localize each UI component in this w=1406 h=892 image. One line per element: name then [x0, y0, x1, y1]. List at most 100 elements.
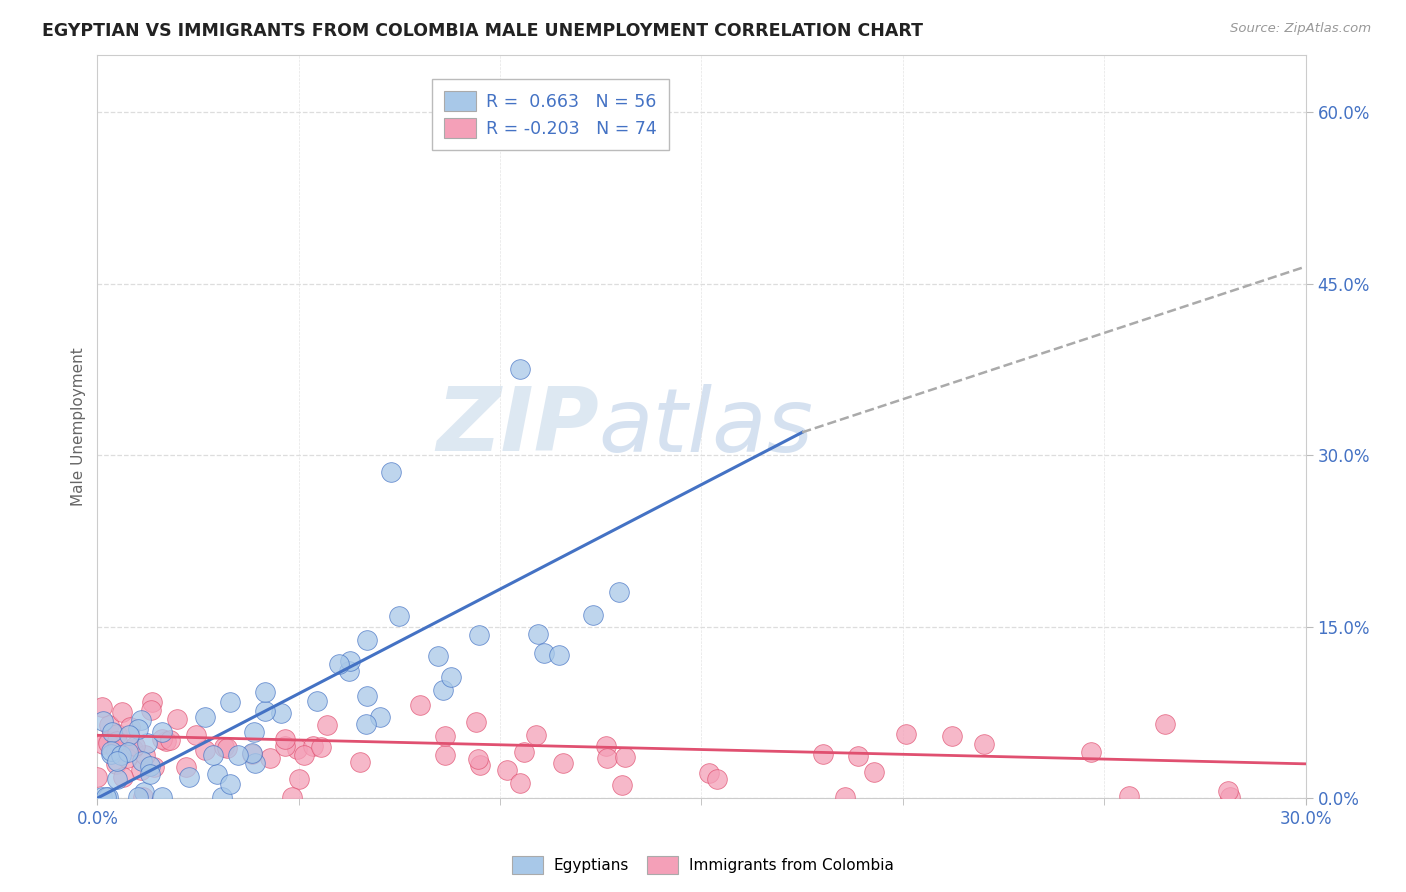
- Point: [533, 646, 555, 660]
- Point: [94, 789, 117, 804]
- Point: [111, 705, 134, 719]
- Point: [105, 727, 128, 741]
- Point: [104, 744, 127, 758]
- Point: [288, 772, 311, 786]
- Point: [132, 784, 155, 798]
- Point: [547, 648, 569, 663]
- Point: [254, 684, 277, 698]
- Point: [115, 750, 138, 764]
- Point: [699, 765, 721, 780]
- Point: [1118, 789, 1140, 803]
- Point: [101, 724, 124, 739]
- Point: [202, 748, 225, 763]
- Point: [107, 754, 129, 768]
- Point: [302, 739, 325, 754]
- Point: [281, 789, 304, 804]
- Point: [509, 362, 531, 376]
- Point: [205, 767, 228, 781]
- Point: [105, 772, 128, 786]
- Point: [124, 739, 146, 753]
- Point: [155, 734, 177, 748]
- Point: [432, 683, 454, 698]
- Point: [339, 654, 361, 668]
- Point: [138, 759, 160, 773]
- Point: [131, 763, 153, 777]
- Point: [496, 763, 519, 777]
- Point: [292, 747, 315, 762]
- Point: [427, 648, 450, 663]
- Point: [1219, 789, 1241, 804]
- Point: [356, 632, 378, 647]
- Point: [388, 608, 411, 623]
- Y-axis label: Male Unemployment: Male Unemployment: [72, 347, 86, 506]
- Point: [174, 760, 197, 774]
- Point: [467, 752, 489, 766]
- Point: [287, 741, 309, 756]
- Point: [131, 755, 153, 769]
- Point: [138, 767, 160, 781]
- Point: [90, 699, 112, 714]
- Point: [97, 736, 120, 750]
- Legend: Egyptians, Immigrants from Colombia: Egyptians, Immigrants from Colombia: [506, 850, 900, 880]
- Text: EGYPTIAN VS IMMIGRANTS FROM COLOMBIA MALE UNEMPLOYMENT CORRELATION CHART: EGYPTIAN VS IMMIGRANTS FROM COLOMBIA MAL…: [42, 22, 924, 40]
- Point: [139, 703, 162, 717]
- Point: [104, 756, 127, 771]
- Point: [328, 657, 350, 671]
- Point: [1153, 716, 1175, 731]
- Point: [212, 739, 235, 754]
- Point: [135, 736, 157, 750]
- Point: [509, 775, 531, 789]
- Point: [219, 695, 242, 709]
- Point: [316, 718, 339, 732]
- Point: [86, 770, 108, 784]
- Point: [553, 756, 575, 770]
- Point: [368, 710, 391, 724]
- Point: [811, 747, 834, 761]
- Point: [194, 743, 217, 757]
- Point: [150, 732, 173, 747]
- Point: [141, 695, 163, 709]
- Point: [150, 725, 173, 739]
- Point: [607, 585, 630, 599]
- Point: [468, 628, 491, 642]
- Point: [409, 698, 432, 712]
- Point: [464, 714, 486, 729]
- Point: [526, 627, 548, 641]
- Point: [433, 729, 456, 743]
- Point: [240, 747, 263, 762]
- Point: [259, 751, 281, 765]
- Point: [97, 734, 120, 748]
- Point: [834, 789, 856, 804]
- Point: [595, 739, 617, 753]
- Point: [142, 760, 165, 774]
- Point: [274, 731, 297, 746]
- Point: [105, 734, 128, 748]
- Point: [1080, 745, 1102, 759]
- Point: [349, 756, 371, 770]
- Point: [184, 728, 207, 742]
- Point: [240, 747, 263, 761]
- Point: [100, 744, 122, 758]
- Point: [440, 670, 463, 684]
- Point: [134, 747, 156, 762]
- Point: [1218, 784, 1240, 798]
- Point: [127, 722, 149, 736]
- Point: [973, 738, 995, 752]
- Point: [337, 664, 360, 678]
- Point: [91, 714, 114, 728]
- Point: [596, 751, 619, 765]
- Point: [91, 737, 114, 751]
- Point: [254, 704, 277, 718]
- Point: [226, 747, 249, 762]
- Point: [122, 741, 145, 756]
- Point: [356, 689, 378, 703]
- Point: [177, 770, 200, 784]
- Point: [468, 757, 491, 772]
- Point: [100, 747, 122, 761]
- Point: [380, 466, 402, 480]
- Point: [614, 750, 637, 764]
- Point: [274, 739, 297, 753]
- Point: [941, 729, 963, 743]
- Point: [117, 728, 139, 742]
- Point: [513, 745, 536, 759]
